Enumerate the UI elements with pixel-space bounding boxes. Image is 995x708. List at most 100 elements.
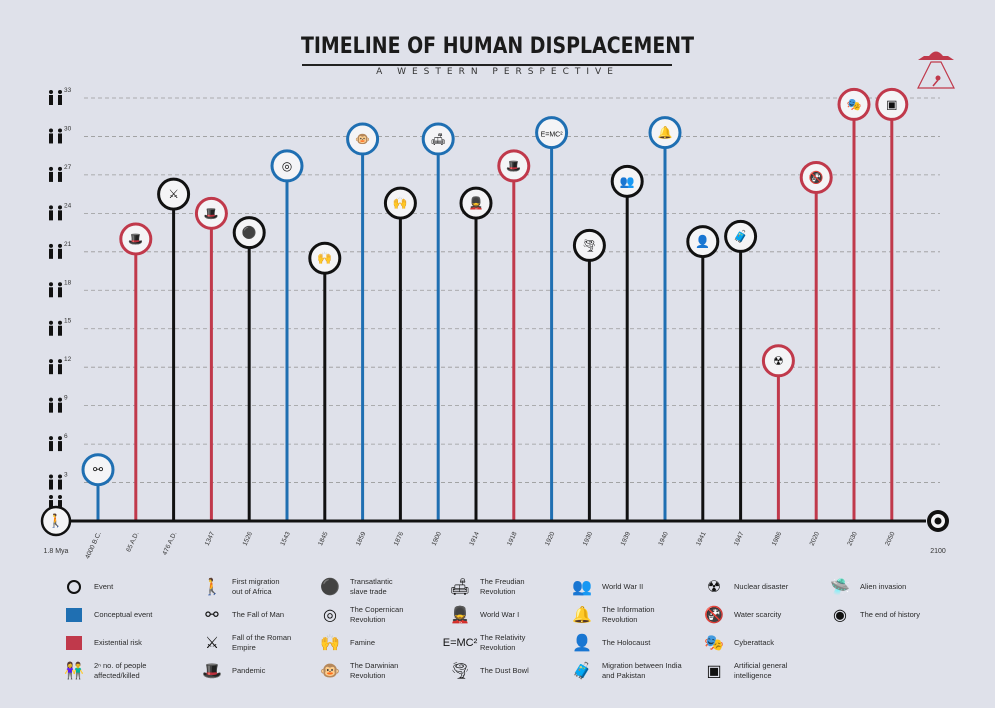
x-tick-label: 1930: [582, 531, 595, 547]
y-tick-label: 6: [64, 433, 68, 440]
y-tick-label: 15: [64, 318, 72, 325]
x-tick-label: 1947: [733, 531, 746, 547]
people-icon: [49, 128, 62, 144]
y-tick-label: 3: [64, 472, 68, 479]
people-icon: [49, 166, 62, 182]
x-tick-label: 1876: [393, 531, 406, 547]
event-marker: [157, 177, 191, 211]
event-marker: [837, 87, 871, 121]
title-underline: [302, 64, 672, 66]
event-marker: [232, 216, 266, 250]
event-marker: [270, 149, 304, 183]
people-icon: [49, 495, 62, 511]
event-marker: [686, 225, 720, 259]
event-marker: [799, 160, 833, 194]
x-tick-label: 1914: [468, 531, 481, 547]
y-tick-label: 33: [64, 87, 72, 94]
event-marker: [761, 344, 795, 378]
end-of-history-icon: [934, 517, 942, 525]
y-tick-label: 30: [64, 125, 72, 132]
event-marker: [459, 186, 493, 220]
event-marker: [383, 186, 417, 220]
y-tick-label: 18: [64, 279, 72, 286]
migration-india-pakistan-icon: 🧳: [733, 229, 748, 243]
people-icon: [49, 90, 62, 105]
fall-of-man-icon: ⚯: [93, 463, 103, 477]
world-war-ii-icon: 👥: [620, 174, 635, 188]
x-tick-label: 1941: [695, 531, 708, 547]
event-marker: [308, 241, 342, 275]
world-war-i-icon: 💂: [469, 196, 484, 210]
event-marker: [497, 149, 531, 183]
people-icon: [49, 397, 62, 413]
y-tick-label: 24: [64, 202, 72, 209]
event-marker: [535, 116, 569, 150]
event-marker: [81, 453, 115, 487]
axis-start-label: 1.8 Mya: [44, 548, 69, 555]
people-icon: [49, 205, 62, 221]
page-title: TIMELINE OF HUMAN DISPLACEMENT: [300, 34, 695, 59]
freudian-revolution-icon: 🛋: [431, 132, 446, 146]
x-tick-label: 65 A.D.: [125, 531, 140, 553]
first-migration-icon: 🚶: [48, 513, 64, 528]
x-tick-label: 476 A.D.: [162, 531, 179, 557]
event-marker: [648, 116, 682, 150]
x-tick-label: 2030: [846, 531, 859, 547]
people-icon: [49, 436, 62, 452]
event-marker: [346, 122, 380, 156]
nuclear-disaster-icon: ☢: [773, 354, 784, 368]
people-icon: [49, 243, 62, 259]
water-scarcity-icon: 🚱: [809, 170, 824, 184]
x-tick-label: 2050: [884, 531, 897, 547]
transatlantic-slave-trade-icon: ⚫: [242, 226, 257, 240]
people-icon: [49, 474, 62, 490]
alien-invasion-icon: [917, 51, 955, 89]
x-tick-label: 1526: [242, 531, 255, 547]
x-tick-label: 1939: [620, 531, 633, 547]
pandemic-icon: 🎩: [204, 206, 219, 220]
information-revolution-icon: 🔔: [658, 126, 673, 140]
axis-start-marker: [40, 505, 72, 537]
x-tick-label: 1543: [279, 531, 292, 547]
x-tick-label: 1920: [544, 531, 557, 547]
artificial-intelligence-icon: ▣: [886, 97, 897, 111]
fall-of-roman-empire-icon: ⚔: [168, 187, 179, 201]
relativity-revolution-icon: E=MC²: [541, 132, 564, 139]
copernican-revolution-icon: ◎: [282, 159, 292, 173]
people-icon: [49, 359, 62, 375]
event-marker: [610, 164, 644, 198]
holocaust-icon: 👤: [695, 235, 710, 249]
dust-bowl-icon: 🌪: [582, 238, 597, 252]
y-tick-label: 9: [64, 395, 68, 402]
event-marker: [875, 87, 909, 121]
x-tick-label: 1845: [317, 531, 330, 547]
cyberattack-icon: 🎭: [847, 97, 862, 111]
axis-end-label: 2100: [930, 548, 946, 555]
event-marker: [119, 222, 153, 256]
x-tick-label: 1986: [771, 531, 784, 547]
y-tick-label: 21: [64, 241, 72, 248]
y-tick-label: 12: [64, 356, 72, 363]
x-tick-label: 1859: [355, 531, 368, 547]
darwinian-revolution-icon: 🐵: [355, 132, 370, 146]
y-tick-label: 27: [64, 164, 72, 171]
x-tick-label: 1918: [506, 531, 519, 547]
x-tick-label: 4000 B.C.: [84, 531, 103, 560]
event-marker: [572, 228, 606, 262]
famine-icon: 🙌: [317, 251, 332, 265]
page-subtitle: A WESTERN PERSPECTIVE: [376, 67, 619, 77]
event-marker: [194, 196, 228, 230]
event-marker: [421, 122, 455, 156]
famine-icon: 🙌: [393, 196, 408, 210]
x-tick-label: 1940: [657, 531, 670, 547]
people-icon: [49, 282, 62, 298]
x-tick-label: 2020: [809, 531, 822, 547]
pandemic-icon: 🎩: [506, 159, 521, 173]
x-tick-label: 1900: [431, 531, 444, 547]
pandemic-icon: 🎩: [128, 232, 143, 246]
x-tick-label: 1347: [204, 531, 217, 547]
people-icon: [49, 320, 62, 336]
event-marker: [724, 219, 758, 253]
